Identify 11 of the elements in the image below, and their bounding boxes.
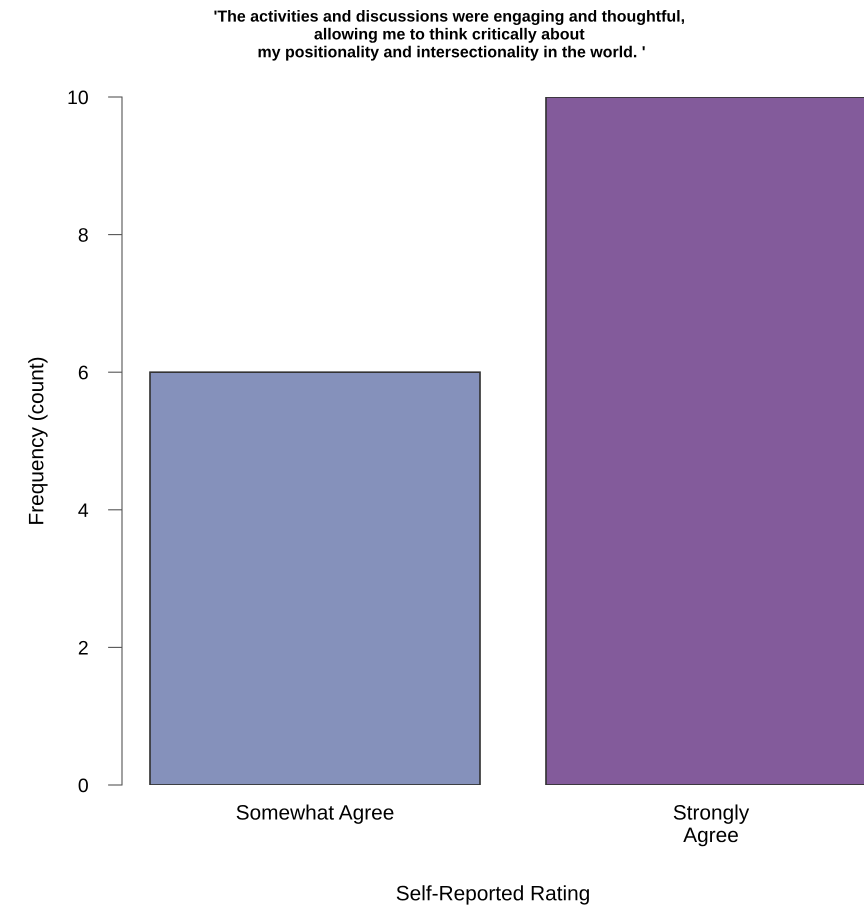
y-tick-label: 4 bbox=[78, 503, 88, 517]
x-tick-label: Strongly Agree bbox=[674, 804, 750, 846]
y-tick-label: 10 bbox=[68, 90, 88, 104]
y-tick-label: 6 bbox=[78, 366, 88, 380]
y-axis-title: Frequency (count) bbox=[28, 358, 48, 524]
y-tick-label: 0 bbox=[78, 778, 88, 792]
y-tick-label: 8 bbox=[78, 228, 88, 242]
y-tick-label: 2 bbox=[78, 640, 88, 654]
x-tick-label: Somewhat Agree bbox=[236, 804, 394, 824]
chart-title: 'The activities and discussions were engaging and thoughtful, allowing me to think critically about my positionality and intersectionality in the world. ' bbox=[214, 10, 684, 61]
x-axis-title: Self-Reported Rating bbox=[396, 885, 589, 905]
